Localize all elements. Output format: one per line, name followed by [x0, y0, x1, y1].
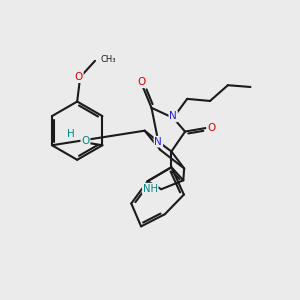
Text: O: O: [74, 72, 83, 82]
Text: O: O: [138, 77, 146, 87]
Text: N: N: [169, 111, 177, 122]
Text: O: O: [81, 136, 90, 146]
Text: O: O: [207, 123, 215, 133]
Text: N: N: [154, 137, 162, 147]
Text: H: H: [67, 129, 74, 139]
Text: CH₃: CH₃: [101, 55, 116, 64]
Text: NH: NH: [143, 184, 158, 194]
